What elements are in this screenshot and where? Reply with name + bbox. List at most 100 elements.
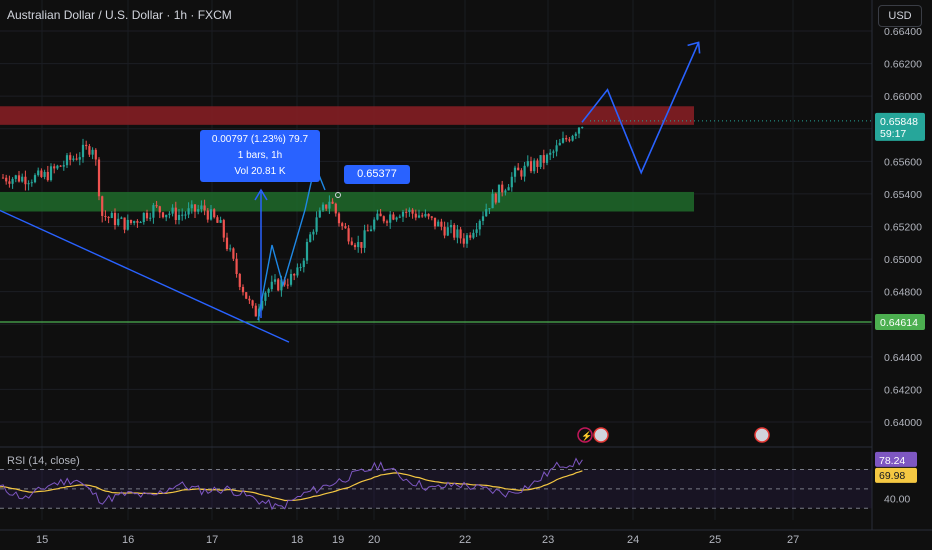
candle-body [251, 300, 254, 306]
candle-body [414, 213, 417, 218]
candle-body [107, 216, 110, 218]
candle-body [360, 242, 363, 248]
candle-body [309, 234, 312, 243]
candle-body [155, 205, 158, 207]
candle-body [379, 213, 382, 217]
candle-body [81, 144, 85, 158]
measure-arrow-head [254, 188, 268, 201]
price-tick-label: 0.64800 [884, 287, 922, 299]
candle-body [219, 220, 222, 223]
candle-body [30, 182, 33, 184]
candle-body [177, 214, 181, 220]
candle-body [353, 244, 357, 248]
candle-body [85, 144, 88, 147]
candle-body [465, 235, 469, 244]
price-tick-label: 0.64000 [884, 417, 922, 429]
candle-body [443, 226, 446, 236]
price-tick-label: 0.65400 [884, 189, 922, 201]
candle-body [513, 167, 517, 177]
candle-body [203, 205, 206, 211]
candle-body [59, 165, 62, 167]
time-tick-label: 24 [627, 534, 639, 546]
candle-body [286, 284, 289, 286]
candle-body [510, 176, 513, 188]
candle-body [424, 213, 427, 217]
candle-body [88, 146, 91, 155]
rsi-indicator-label[interactable]: RSI (14, close) [7, 455, 80, 467]
candle-body [254, 305, 257, 317]
candle-body [261, 300, 264, 309]
candle-body [315, 217, 318, 232]
candle-body [229, 248, 232, 250]
candle-body [8, 181, 11, 184]
rsi-value-tag [875, 451, 917, 467]
candle-body [75, 158, 78, 160]
candle-body [545, 154, 549, 163]
candle-body [72, 158, 75, 160]
candle-body [389, 214, 392, 223]
currency-button[interactable]: USD [878, 5, 922, 27]
time-tick-label: 20 [368, 534, 380, 546]
candle-body [200, 205, 203, 210]
candle-body [494, 193, 497, 203]
descending-trendline [0, 209, 290, 343]
candle-body [542, 155, 545, 163]
candle-body [273, 279, 277, 282]
candle-body [363, 230, 366, 248]
candle-body [376, 213, 379, 220]
candle-body [49, 166, 53, 181]
candle-body [161, 212, 165, 218]
candle-body [238, 274, 241, 287]
candle-body [91, 149, 94, 155]
candle-body [53, 166, 56, 169]
candle-body [366, 230, 369, 232]
candle-body [321, 204, 325, 211]
candle-body [347, 228, 350, 242]
lightning-event-icon [577, 427, 593, 443]
candle-body [485, 209, 488, 217]
candle-body [94, 149, 97, 160]
candle-body [241, 286, 245, 293]
candle-body [296, 267, 299, 276]
candle-body [382, 216, 385, 222]
candle-body [549, 152, 552, 155]
time-tick-label: 23 [542, 534, 554, 546]
candle-body [40, 170, 43, 177]
measure-change: 0.00797 (1.23%) 79.7 [211, 134, 309, 145]
time-tick-label: 16 [122, 534, 134, 546]
candle-body [405, 211, 408, 213]
candle-body [197, 209, 200, 212]
candle-body [222, 220, 225, 238]
candle-body [142, 212, 145, 223]
price-tick-label: 0.66400 [884, 26, 922, 38]
price-tick-label: 0.64400 [884, 352, 922, 364]
projection-arrow-head [687, 41, 701, 54]
candle-body [357, 242, 360, 248]
candle-body [133, 221, 136, 224]
us-flag-event-icon [593, 427, 609, 443]
candle-body [523, 165, 526, 177]
candle-body [280, 279, 283, 291]
candle-body [478, 220, 481, 230]
candle-body [270, 281, 273, 290]
candle-body [565, 138, 568, 140]
candle-body [440, 221, 443, 227]
projection-path [581, 42, 700, 175]
candle-body [248, 298, 251, 301]
candle-body [491, 193, 494, 209]
candle-body [46, 171, 49, 181]
candle-body [437, 221, 440, 227]
candle-body [344, 226, 347, 229]
candle-body [331, 201, 334, 204]
candle-body [62, 165, 65, 167]
candle-body [385, 221, 389, 223]
candle-body [277, 279, 280, 291]
candle-body [456, 229, 459, 238]
candle-body [462, 238, 465, 244]
candle-body [37, 170, 40, 176]
candle-body [181, 214, 184, 216]
candle-body [539, 155, 542, 167]
measure-bars: 1 bars, 1h [237, 150, 283, 161]
candle-body [27, 183, 30, 185]
